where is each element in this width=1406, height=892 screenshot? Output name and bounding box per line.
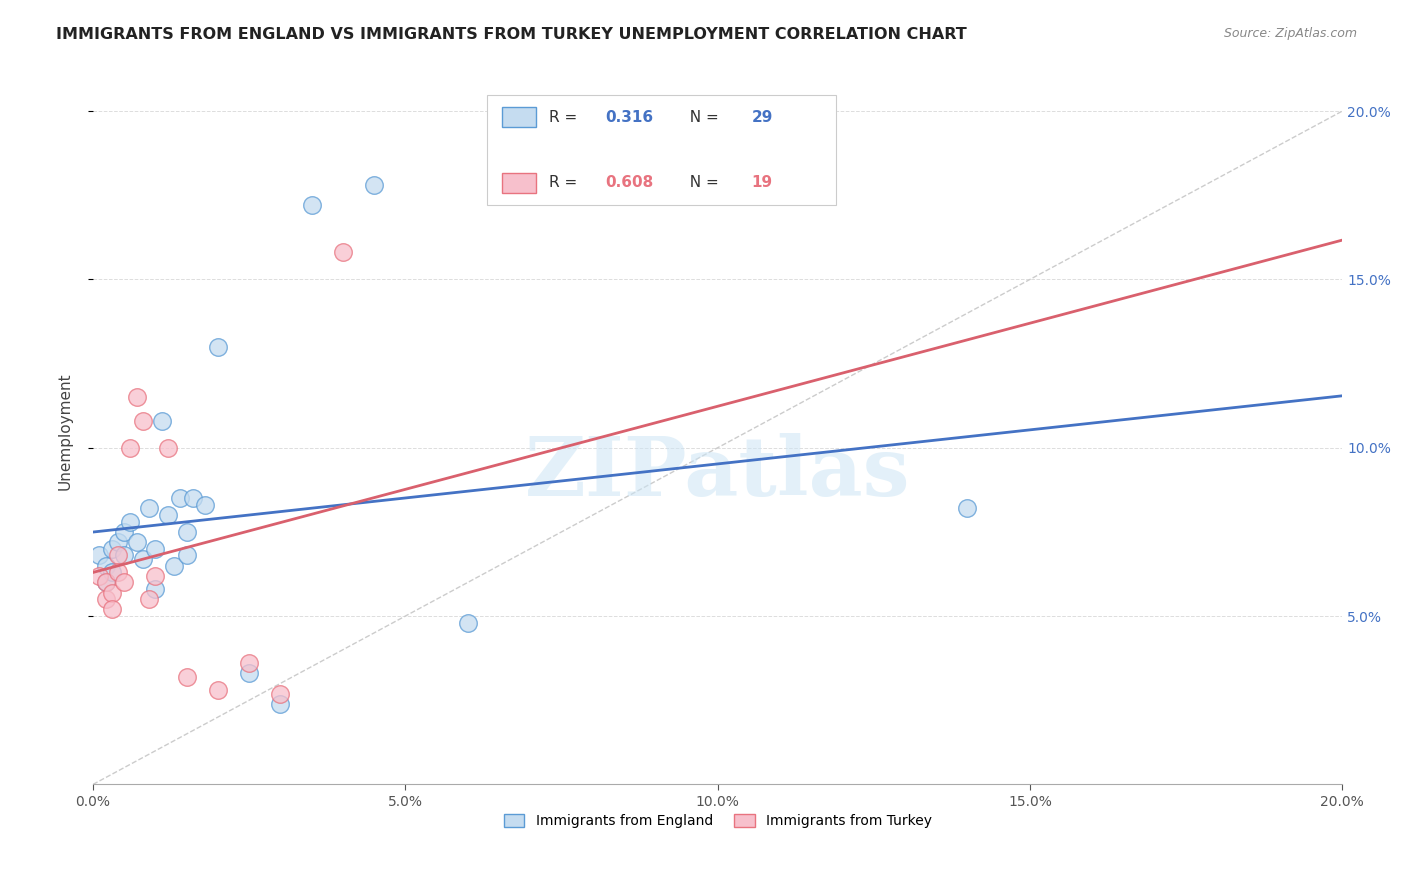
Point [176,524,198,539]
Text: N =: N = [681,110,724,125]
Point [125,390,148,404]
Text: 0.608: 0.608 [605,175,654,190]
Point [169,491,191,506]
Point [89,568,111,582]
Point [457,615,479,630]
Point [120,515,142,529]
Point [94,575,117,590]
Point [100,585,122,599]
Point [332,245,354,260]
Point [132,552,155,566]
Point [145,582,167,596]
Y-axis label: Unemployment: Unemployment [58,372,72,490]
Point [207,340,229,354]
Point [89,549,111,563]
Point [207,683,229,698]
Text: Source: ZipAtlas.com: Source: ZipAtlas.com [1223,27,1357,40]
Text: 29: 29 [751,110,773,125]
Point [107,535,129,549]
FancyBboxPatch shape [502,107,537,127]
Point [156,441,179,455]
Text: R =: R = [548,175,582,190]
Point [112,575,135,590]
Point [181,491,204,506]
Point [956,501,979,516]
Point [100,541,122,556]
Point [138,592,160,607]
Point [194,498,217,512]
FancyBboxPatch shape [502,173,537,193]
Point [176,670,198,684]
FancyBboxPatch shape [486,95,837,204]
Text: N =: N = [681,175,724,190]
Text: IMMIGRANTS FROM ENGLAND VS IMMIGRANTS FROM TURKEY UNEMPLOYMENT CORRELATION CHART: IMMIGRANTS FROM ENGLAND VS IMMIGRANTS FR… [56,27,967,42]
Point [145,541,167,556]
Legend: Immigrants from England, Immigrants from Turkey: Immigrants from England, Immigrants from… [498,809,938,834]
Point [94,592,117,607]
Point [112,524,135,539]
Point [163,558,186,573]
Point [120,441,142,455]
Point [363,178,385,193]
Point [156,508,179,522]
Point [100,566,122,580]
Point [107,566,129,580]
Point [112,549,135,563]
Text: 19: 19 [751,175,772,190]
Point [94,575,117,590]
Point [176,549,198,563]
Point [238,666,260,681]
Point [100,602,122,616]
Point [132,414,155,428]
Point [145,568,167,582]
Point [238,657,260,671]
Point [138,501,160,516]
Point [107,549,129,563]
Text: ZIPatlas: ZIPatlas [524,434,911,513]
Point [301,198,323,212]
Point [269,697,291,711]
Point [150,414,173,428]
Point [94,558,117,573]
Point [125,535,148,549]
Text: 0.316: 0.316 [605,110,654,125]
Point [269,686,291,700]
Text: R =: R = [548,110,582,125]
